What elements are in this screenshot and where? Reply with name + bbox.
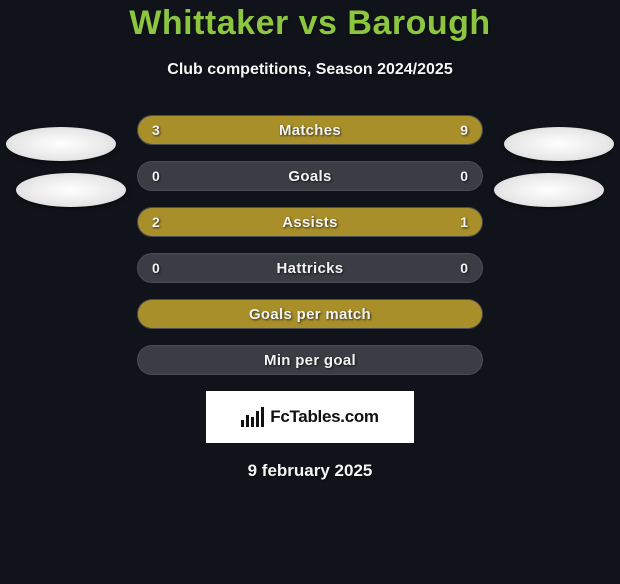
stats-bars: 3 9 Matches 0 0 Goals 2 1 Assists 0 0 Ha… xyxy=(137,115,483,375)
stat-value-right: 0 xyxy=(460,254,468,282)
stat-value-left: 0 xyxy=(152,254,160,282)
stat-fill-left xyxy=(138,208,368,236)
date-line: 9 february 2025 xyxy=(0,461,620,481)
stat-value-left: 2 xyxy=(152,208,160,236)
stat-label: Hattricks xyxy=(277,260,344,277)
stat-label: Min per goal xyxy=(264,352,356,369)
brand-text: FcTables.com xyxy=(270,407,379,427)
stat-fill-right xyxy=(214,116,482,144)
stat-value-right: 9 xyxy=(460,116,468,144)
stat-fill-right xyxy=(138,300,482,328)
team-logo-left-2 xyxy=(16,173,126,207)
team-logo-left-1 xyxy=(6,127,116,161)
stat-fill-left xyxy=(138,116,214,144)
stat-label: Goals xyxy=(288,168,331,185)
stats-area: 3 9 Matches 0 0 Goals 2 1 Assists 0 0 Ha… xyxy=(0,115,620,375)
stat-value-right: 0 xyxy=(460,162,468,190)
stat-value-right: 1 xyxy=(460,208,468,236)
stat-row-min-per-goal: Min per goal xyxy=(137,345,483,375)
stat-row-matches: 3 9 Matches xyxy=(137,115,483,145)
stat-row-hattricks: 0 0 Hattricks xyxy=(137,253,483,283)
stat-row-goals: 0 0 Goals xyxy=(137,161,483,191)
team-logo-right-2 xyxy=(494,173,604,207)
team-logo-right-1 xyxy=(504,127,614,161)
stat-value-left: 0 xyxy=(152,162,160,190)
stat-value-left: 3 xyxy=(152,116,160,144)
stat-row-assists: 2 1 Assists xyxy=(137,207,483,237)
brand-link[interactable]: FcTables.com xyxy=(206,391,414,443)
brand-chart-icon xyxy=(241,407,264,427)
page-title: Whittaker vs Barough xyxy=(0,4,620,43)
subtitle: Club competitions, Season 2024/2025 xyxy=(0,61,620,79)
stat-row-goals-per-match: Goals per match xyxy=(137,299,483,329)
